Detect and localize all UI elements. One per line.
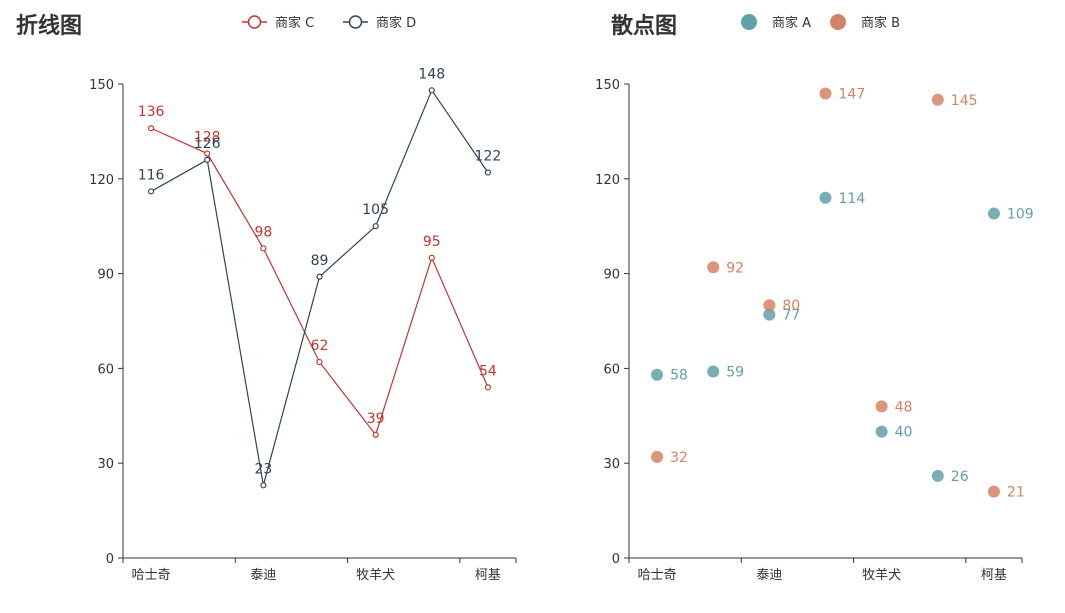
x-tick-label: 柯基	[981, 568, 1007, 583]
line-point	[260, 482, 267, 489]
line-chart: 折线图 商家 C 商家 D 0 30 60 90 120 150 哈士奇 泰迪 牧羊犬 柯基 136…	[16, 13, 517, 583]
scatter-point	[763, 299, 776, 312]
line-point	[428, 87, 435, 94]
scatter-point	[931, 93, 944, 106]
legend-marker-icon	[348, 15, 363, 29]
y-tick-label: 30	[603, 457, 620, 472]
line-chart-title: 折线图	[16, 13, 82, 39]
scatter-point	[763, 308, 776, 321]
x-tick-label: 柯基	[475, 568, 501, 583]
scatter-point	[931, 469, 944, 482]
legend-label: 商家 B	[861, 15, 900, 31]
y-tick-label: 30	[97, 457, 114, 472]
scatter-point	[819, 191, 832, 204]
data-label: 80	[782, 298, 800, 314]
legend-dot-icon	[830, 14, 846, 30]
scatter-point	[707, 261, 720, 274]
data-label: 62	[311, 338, 329, 354]
line-point	[147, 125, 155, 132]
data-label: 126	[194, 136, 221, 152]
y-tick-label: 150	[89, 78, 114, 93]
x-tick-label: 哈士奇	[132, 567, 171, 583]
scatter-point	[707, 365, 720, 378]
data-label: 32	[670, 450, 688, 466]
line-point	[428, 254, 435, 261]
y-tick-label: 60	[603, 362, 620, 377]
data-label: 54	[479, 363, 497, 379]
scatter-chart-title: 散点图	[611, 13, 677, 39]
scatter-point	[819, 87, 832, 100]
data-label: 58	[670, 368, 688, 384]
line-point	[316, 273, 323, 280]
data-label: 23	[254, 461, 272, 477]
line-chart-legend[interactable]: 商家 C 商家 D	[242, 15, 416, 31]
data-label: 98	[254, 224, 272, 240]
line-point	[260, 245, 267, 252]
x-tick-label: 哈士奇	[638, 567, 677, 583]
y-tick-label: 0	[106, 552, 114, 567]
scatter-point	[875, 425, 888, 438]
data-label: 77	[782, 308, 800, 324]
scatter-chart-axes: 0 30 60 90 120 150 哈士奇 泰迪 牧羊犬 柯基	[595, 78, 1023, 583]
y-tick-label: 150	[595, 78, 620, 93]
series-line	[150, 127, 489, 437]
legend-label: 商家 D	[376, 15, 416, 31]
data-label: 109	[1007, 207, 1034, 223]
scatter-chart-series: 58 59 77 114 40 26 109 32 92 80 147 48 145 21	[651, 86, 1034, 501]
data-label: 114	[839, 191, 866, 207]
data-label: 95	[423, 234, 441, 250]
line-point	[372, 431, 379, 438]
legend-marker-icon	[247, 15, 262, 29]
line-point	[484, 169, 492, 176]
line-point	[204, 150, 211, 157]
y-tick-label: 120	[89, 173, 114, 188]
data-label: 26	[951, 469, 969, 485]
scatter-chart-legend[interactable]: 商家 A 商家 B	[741, 14, 900, 31]
x-tick-label: 牧羊犬	[356, 567, 395, 583]
x-tick-label: 泰迪	[250, 568, 276, 583]
line-chart-series: 136 128 98 62 39 95 54 116 126 23 89 105 148 122	[138, 66, 502, 489]
data-label: 105	[362, 202, 389, 218]
line-point	[484, 384, 492, 391]
line-point	[204, 156, 211, 163]
line-point	[372, 223, 379, 230]
data-label: 116	[138, 167, 165, 183]
data-label: 89	[311, 253, 329, 269]
line-point	[316, 358, 323, 366]
data-label: 48	[895, 399, 913, 415]
data-label: 92	[726, 260, 744, 276]
data-label: 145	[951, 93, 978, 109]
data-label: 147	[839, 86, 866, 102]
data-label: 148	[418, 66, 445, 82]
y-tick-label: 90	[603, 268, 620, 283]
line-point	[147, 188, 155, 195]
y-tick-label: 90	[97, 268, 114, 283]
legend-label: 商家 A	[772, 15, 811, 31]
data-label: 59	[726, 365, 744, 381]
scatter-point	[875, 400, 888, 413]
legend-label: 商家 C	[275, 15, 314, 31]
line-chart-axes: 0 30 60 90 120 150 哈士奇 泰迪 牧羊犬 柯基	[89, 78, 517, 583]
y-tick-label: 120	[595, 173, 620, 188]
data-label: 21	[1007, 485, 1025, 501]
data-label: 39	[367, 411, 385, 427]
data-label: 122	[475, 148, 502, 164]
y-tick-label: 60	[97, 362, 114, 377]
scatter-point	[651, 368, 664, 381]
legend-dot-icon	[741, 14, 757, 30]
data-label: 136	[138, 104, 165, 120]
data-label: 40	[895, 425, 913, 441]
x-tick-label: 牧羊犬	[862, 567, 901, 583]
y-tick-label: 0	[612, 552, 620, 567]
data-label: 128	[194, 130, 221, 146]
scatter-point	[987, 485, 1000, 498]
x-tick-label: 泰迪	[756, 568, 782, 583]
scatter-point	[987, 207, 1000, 220]
scatter-point	[651, 450, 664, 463]
